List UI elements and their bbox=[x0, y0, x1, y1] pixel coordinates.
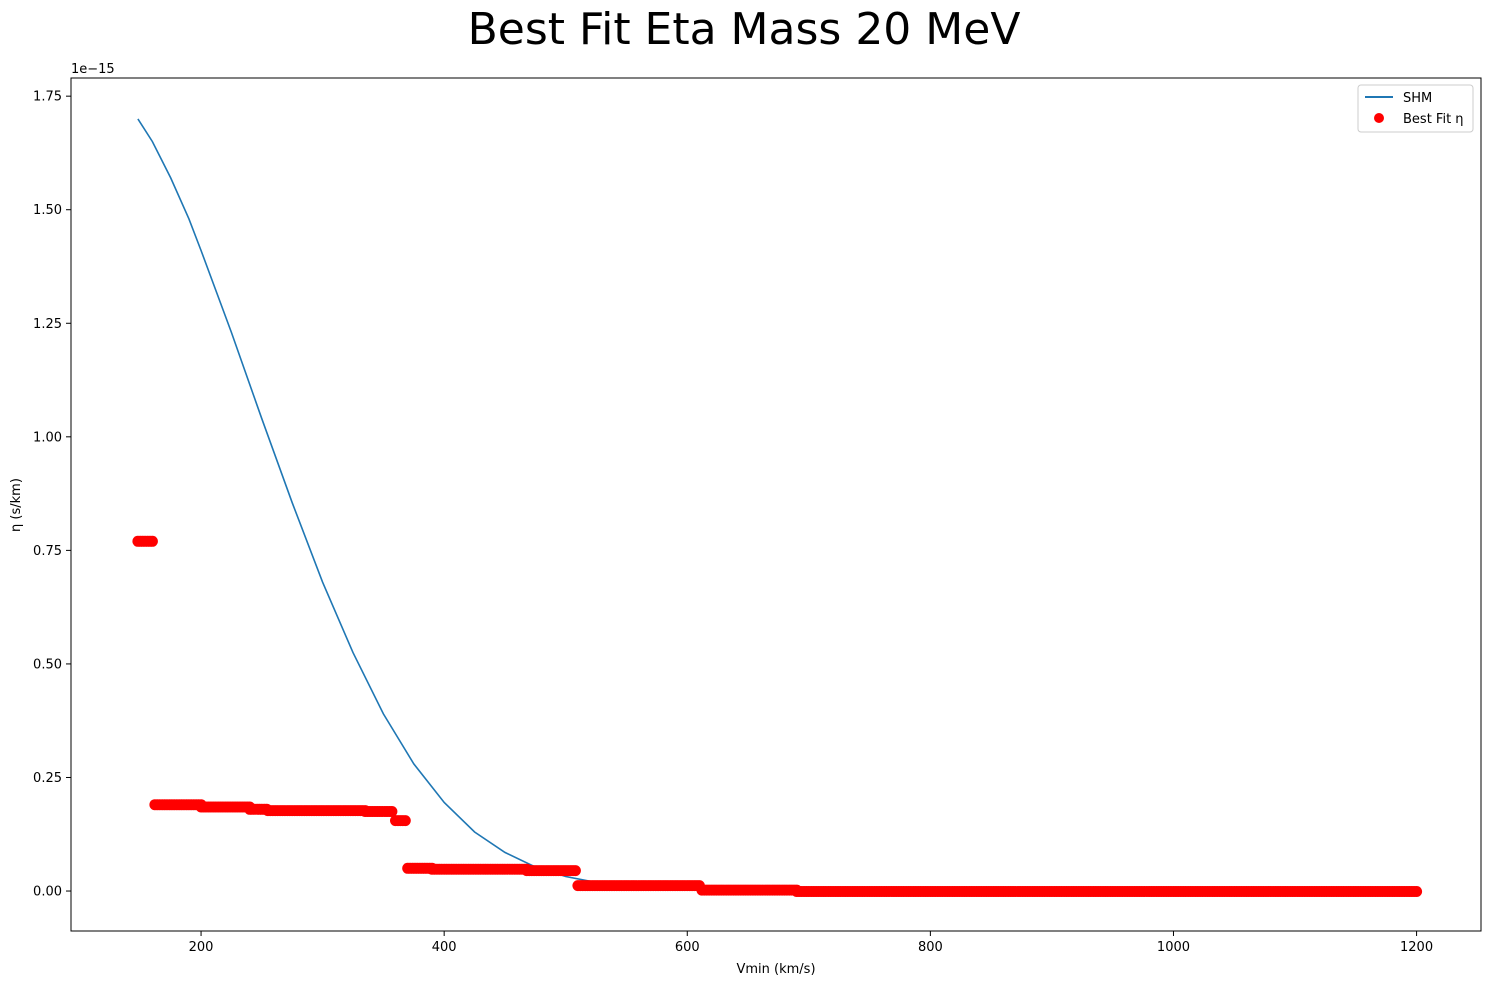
y-tick-label: 0.25 bbox=[33, 771, 62, 786]
x-axis-label: Vmin (km/s) bbox=[736, 962, 815, 977]
y-axis-ticks: 0.00 0.25 0.50 0.75 1.00 1.25 1.50 1.75 bbox=[33, 90, 71, 900]
best-fit-point bbox=[146, 535, 158, 547]
legend-best-fit-marker-swatch bbox=[1374, 113, 1384, 123]
series-shm-line bbox=[137, 118, 1417, 892]
x-tick-label: 800 bbox=[918, 940, 943, 955]
best-fit-point bbox=[569, 865, 581, 877]
chart-title: Best Fit Eta Mass 20 MeV bbox=[468, 4, 1021, 55]
best-fit-point bbox=[1411, 886, 1423, 897]
legend-best-fit-label: Best Fit η bbox=[1403, 112, 1464, 127]
x-axis-ticks: 200 400 600 800 1000 1200 bbox=[189, 931, 1433, 955]
y-tick-label: 0.75 bbox=[33, 544, 62, 559]
best-fit-point bbox=[399, 815, 411, 827]
x-tick-label: 600 bbox=[675, 940, 700, 955]
x-tick-label: 1000 bbox=[1157, 940, 1190, 955]
plot-area bbox=[132, 118, 1423, 897]
y-tick-label: 0.50 bbox=[33, 657, 62, 672]
axes-frame bbox=[70, 77, 1482, 932]
y-axis-label: η (s/km) bbox=[9, 478, 24, 532]
legend-shm-label: SHM bbox=[1403, 91, 1432, 106]
x-tick-label: 200 bbox=[189, 940, 214, 955]
best-fit-point bbox=[386, 806, 398, 817]
y-tick-label: 1.75 bbox=[33, 90, 62, 105]
x-tick-label: 400 bbox=[432, 940, 457, 955]
y-tick-label: 1.50 bbox=[33, 203, 62, 218]
x-tick-label: 1200 bbox=[1400, 940, 1433, 955]
series-best-fit-points bbox=[132, 535, 1423, 897]
y-tick-label: 1.25 bbox=[33, 317, 62, 332]
y-tick-label: 1.00 bbox=[33, 430, 62, 445]
y-offset-label: 1e−15 bbox=[71, 62, 115, 77]
y-tick-label: 0.00 bbox=[33, 885, 62, 900]
legend: SHM Best Fit η bbox=[1357, 84, 1474, 133]
